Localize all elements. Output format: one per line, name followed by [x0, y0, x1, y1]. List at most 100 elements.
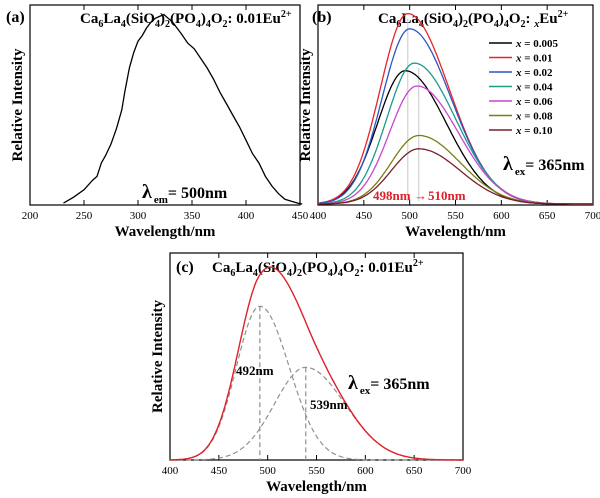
title-part: O [343, 260, 355, 276]
y-axis-label: Relative Intensity [150, 300, 166, 413]
chart-title: Ca6La4(SiO4)2(PO4)4O2: 0.01Eu2+ [80, 9, 292, 30]
x-tick-label: 500 [401, 210, 418, 222]
lambda-value: = 365nm [525, 157, 585, 174]
legend-entry: x = 0.06 [515, 96, 553, 108]
x-tick-label: 300 [130, 210, 147, 222]
x-tick-label: 600 [357, 465, 374, 477]
plot-frame [29, 4, 301, 206]
legend-entry: x = 0.08 [515, 111, 553, 123]
x-tick-label: 700 [585, 210, 600, 222]
peak-arrow: → [414, 188, 427, 203]
title-part: 2 [165, 19, 170, 30]
title-part: : 0.01Eu [360, 260, 413, 276]
legend-entry: x = 0.10 [515, 125, 553, 137]
chart-title: Ca6La4(SiO4)2(PO4)4O2: xEu2+ [378, 9, 569, 30]
lambda-symbol: λ [348, 372, 358, 394]
title-part: Ca [212, 260, 231, 276]
panel-a: 200 250 300 350 400 450 Wavelength/nm Relative … [6, 4, 309, 240]
title-part: : 0.01Eu [228, 11, 281, 27]
x-tick-label: 450 [211, 465, 228, 477]
peak-label-right: 510nm [428, 188, 466, 203]
title-part: ) [201, 11, 206, 27]
title-part: Eu [539, 11, 557, 27]
panel-label: (b) [312, 9, 332, 26]
panel-label: (a) [6, 9, 25, 26]
panel-b: 400 450 500 550 600 650 700 Wavelength/nm Relati… [298, 4, 600, 240]
lambda-annotation: λ em= 500nm [142, 181, 228, 206]
title-part: 4 [196, 19, 201, 30]
legend-entry: x = 0.01 [515, 53, 553, 65]
legend-value: = 0.04 [522, 82, 554, 94]
x-tick-label: 550 [308, 465, 325, 477]
x-tick-label: 450 [356, 210, 373, 222]
title-part: O [509, 11, 521, 27]
title-part: 4 [504, 19, 509, 30]
x-tick-label: 400 [310, 210, 327, 222]
x-tick-label: 550 [447, 210, 464, 222]
title-part: 2+ [281, 9, 292, 20]
title-part: 2+ [413, 258, 424, 269]
title-part: 4 [338, 268, 343, 279]
legend-variable: x [515, 67, 522, 79]
legend-value: = 0.01 [522, 53, 553, 65]
chart-title: Ca6La4(SiO4)2(PO4)4O2: 0.01Eu2+ [212, 258, 424, 279]
title-part: La [401, 11, 419, 27]
legend-variable: x [515, 125, 522, 137]
legend-variable: x [515, 111, 522, 123]
legend-entry: x = 0.005 [515, 38, 559, 50]
title-part: 6 [230, 268, 235, 279]
x-tick-label: 450 [292, 210, 309, 222]
title-part: 2 [355, 268, 360, 279]
lambda-subscript: em [154, 194, 168, 206]
legend-entry: x = 0.04 [515, 82, 553, 94]
title-part: 4 [328, 268, 333, 279]
legend-variable: x [515, 82, 522, 94]
x-tick-label: 600 [493, 210, 510, 222]
y-axis-label: Relative Intensity [10, 48, 26, 161]
title-part: 4 [453, 19, 458, 30]
series-line-excitation [63, 13, 303, 205]
x-tick-label: 250 [76, 210, 93, 222]
legend-entry: x = 0.02 [515, 67, 553, 79]
plot-frame [169, 252, 464, 461]
legend-value: = 0.02 [522, 67, 554, 79]
title-part: ) [292, 260, 297, 276]
lambda-symbol: λ [503, 153, 513, 175]
title-part: 4 [494, 19, 499, 30]
y-axis-label: Relative Intensity [298, 48, 314, 161]
lambda-value: = 365nm [370, 376, 430, 393]
title-part: 6 [98, 19, 103, 30]
title-part: (PO [170, 11, 196, 27]
peak-label-539: 539nm [310, 397, 348, 412]
title-part: (PO [302, 260, 328, 276]
title-part: O [211, 11, 223, 27]
x-tick-label: 650 [406, 465, 423, 477]
x-tick-label: 200 [22, 210, 39, 222]
title-part: ) [160, 11, 165, 27]
lambda-subscript: ex [360, 385, 371, 397]
series-line-6 [318, 148, 593, 205]
lambda-annotation: λ ex= 365nm [503, 153, 585, 178]
title-part: La [103, 11, 121, 27]
title-part: 2 [297, 268, 302, 279]
x-axis-label: Wavelength/nm [266, 479, 367, 495]
series-line-emission [170, 266, 463, 461]
title-part: 2+ [558, 9, 569, 20]
lambda-symbol: λ [142, 181, 152, 203]
x-axis-label: Wavelength/nm [115, 224, 216, 240]
legend-value: = 0.08 [522, 111, 554, 123]
title-part: 2 [223, 19, 228, 30]
lambda-annotation: λ ex= 365nm [348, 372, 430, 397]
title-part: 4 [155, 19, 160, 30]
title-part: ) [499, 11, 504, 27]
title-part: Ca [378, 11, 397, 27]
peak-label-492: 492nm [236, 363, 274, 378]
lambda-value: = 500nm [168, 185, 228, 202]
legend-variable: x [515, 53, 522, 65]
title-part: ) [333, 260, 338, 276]
title-part: (PO [468, 11, 494, 27]
legend-value: = 0.06 [522, 96, 554, 108]
x-axis-label: Wavelength/nm [405, 224, 506, 240]
legend-value: = 0.10 [522, 125, 554, 137]
